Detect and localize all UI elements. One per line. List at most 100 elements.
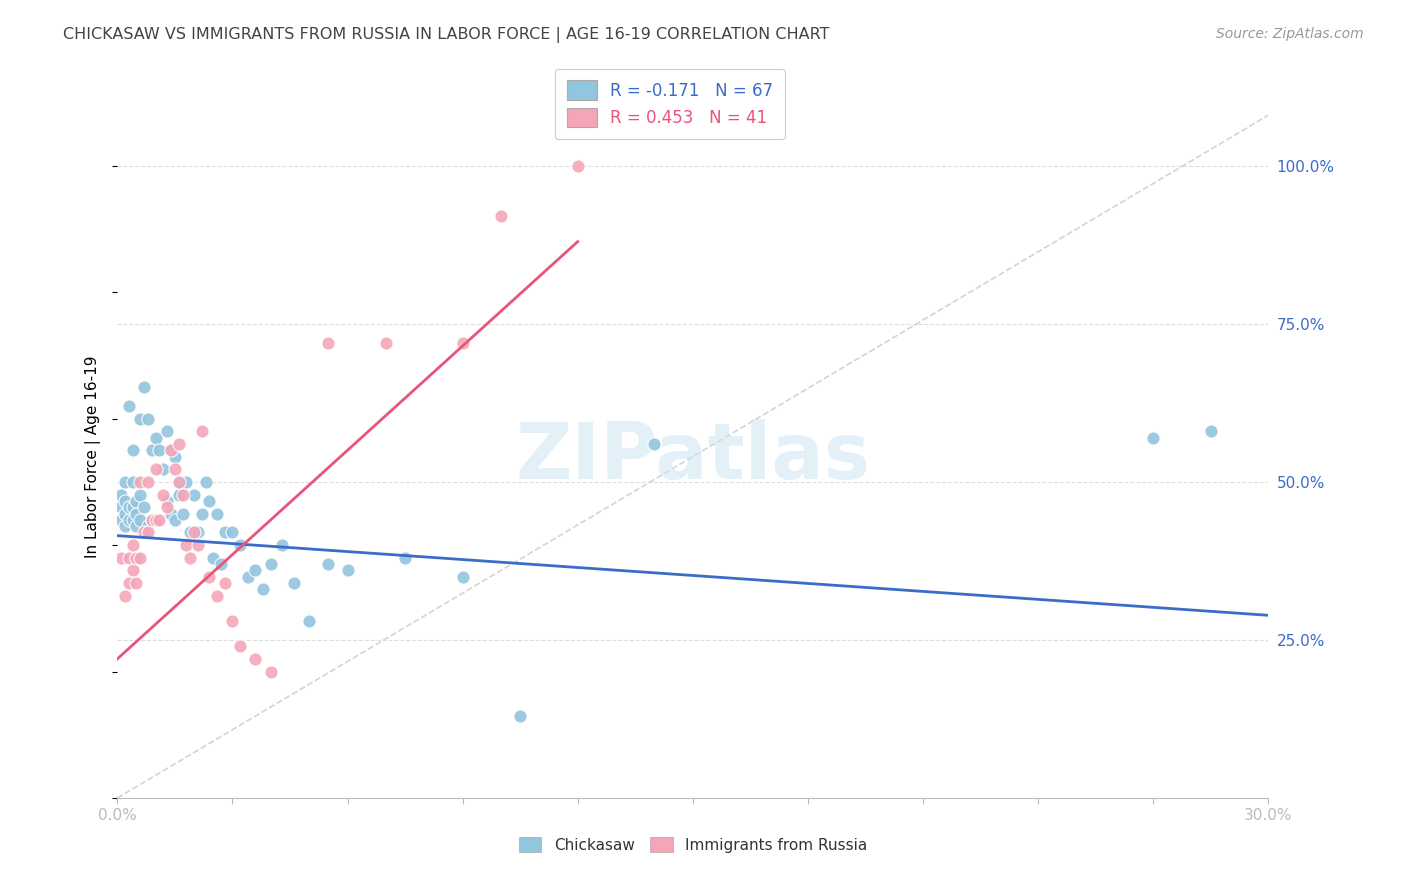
Point — [194, 475, 217, 489]
Y-axis label: In Labor Force | Age 16-19: In Labor Force | Age 16-19 — [86, 355, 101, 558]
Point — [198, 570, 221, 584]
Point — [163, 450, 186, 464]
Point — [156, 425, 179, 439]
Point — [245, 563, 267, 577]
Point — [156, 500, 179, 515]
Point — [643, 437, 665, 451]
Point — [298, 614, 321, 628]
Point — [129, 550, 152, 565]
Point — [136, 411, 159, 425]
Point — [125, 550, 148, 565]
Point — [114, 494, 136, 508]
Point — [183, 525, 205, 540]
Point — [121, 443, 143, 458]
Point — [160, 443, 183, 458]
Point — [318, 335, 340, 350]
Point — [145, 462, 167, 476]
Point — [136, 519, 159, 533]
Point — [114, 589, 136, 603]
Point — [114, 519, 136, 533]
Point — [121, 500, 143, 515]
Point — [134, 380, 156, 394]
Point — [172, 487, 194, 501]
Point — [136, 475, 159, 489]
Point — [121, 563, 143, 577]
Point — [152, 462, 174, 476]
Point — [172, 507, 194, 521]
Point — [176, 475, 198, 489]
Point — [134, 500, 156, 515]
Point — [489, 209, 512, 223]
Point — [209, 557, 232, 571]
Point — [118, 399, 141, 413]
Point — [118, 513, 141, 527]
Point — [114, 475, 136, 489]
Point — [451, 570, 474, 584]
Point — [179, 525, 201, 540]
Point — [114, 507, 136, 521]
Point — [134, 525, 156, 540]
Point — [167, 475, 190, 489]
Text: Source: ZipAtlas.com: Source: ZipAtlas.com — [1216, 27, 1364, 41]
Point — [129, 411, 152, 425]
Point — [125, 519, 148, 533]
Point — [145, 513, 167, 527]
Text: CHICKASAW VS IMMIGRANTS FROM RUSSIA IN LABOR FORCE | AGE 16-19 CORRELATION CHART: CHICKASAW VS IMMIGRANTS FROM RUSSIA IN L… — [63, 27, 830, 43]
Point — [118, 576, 141, 591]
Point — [245, 652, 267, 666]
Point — [156, 494, 179, 508]
Point — [202, 550, 225, 565]
Point — [252, 582, 274, 597]
Point — [167, 487, 190, 501]
Point — [141, 513, 163, 527]
Point — [229, 640, 252, 654]
Point — [148, 443, 170, 458]
Point — [110, 500, 132, 515]
Point — [145, 431, 167, 445]
Point — [509, 709, 531, 723]
Point — [451, 335, 474, 350]
Point — [136, 525, 159, 540]
Point — [1199, 425, 1222, 439]
Point — [160, 443, 183, 458]
Point — [187, 538, 209, 552]
Point — [121, 538, 143, 552]
Point — [271, 538, 294, 552]
Point — [148, 513, 170, 527]
Text: ZIPatlas: ZIPatlas — [516, 418, 870, 494]
Point — [214, 576, 236, 591]
Point — [318, 557, 340, 571]
Point — [176, 538, 198, 552]
Point — [229, 538, 252, 552]
Point — [260, 557, 283, 571]
Point — [183, 487, 205, 501]
Point — [336, 563, 359, 577]
Point — [141, 513, 163, 527]
Legend: R = -0.171   N = 67, R = 0.453   N = 41: R = -0.171 N = 67, R = 0.453 N = 41 — [555, 69, 785, 139]
Point — [260, 665, 283, 679]
Point — [163, 513, 186, 527]
Point — [145, 513, 167, 527]
Point — [110, 487, 132, 501]
Point — [129, 487, 152, 501]
Point — [190, 507, 212, 521]
Point — [167, 437, 190, 451]
Point — [160, 507, 183, 521]
Point — [283, 576, 305, 591]
Point — [567, 159, 589, 173]
Point — [121, 475, 143, 489]
Point — [205, 589, 228, 603]
Point — [110, 513, 132, 527]
Point — [1142, 431, 1164, 445]
Point — [129, 513, 152, 527]
Point — [125, 576, 148, 591]
Point — [205, 507, 228, 521]
Point — [198, 494, 221, 508]
Point — [187, 525, 209, 540]
Point — [221, 614, 243, 628]
Point — [374, 335, 396, 350]
Point — [179, 550, 201, 565]
Point — [394, 550, 416, 565]
Point — [125, 507, 148, 521]
Point — [190, 425, 212, 439]
